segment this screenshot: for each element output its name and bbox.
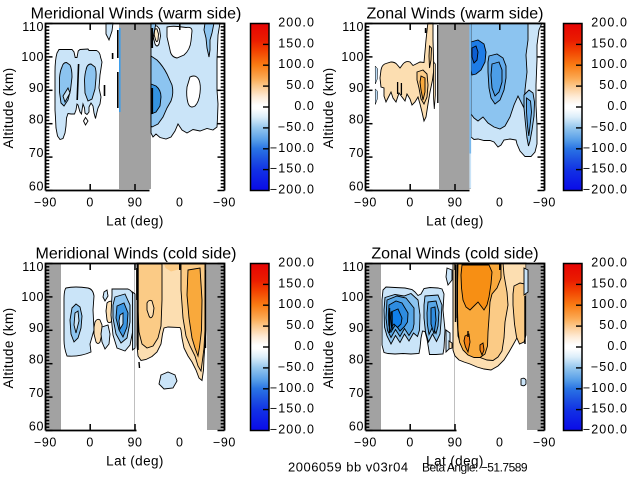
svg-text:0: 0: [406, 436, 414, 450]
svg-text:−90: −90: [34, 196, 57, 210]
svg-text:0: 0: [496, 436, 504, 450]
svg-text:−200.0: −200.0: [270, 183, 315, 197]
svg-text:−50.0: −50.0: [591, 360, 628, 374]
svg-text:Lat (deg): Lat (deg): [426, 454, 484, 469]
svg-text:150.0: 150.0: [278, 36, 315, 50]
svg-text:Meridional Winds (cold side): Meridional Winds (cold side): [36, 246, 237, 263]
svg-text:100.0: 100.0: [278, 57, 315, 71]
svg-text:80: 80: [29, 112, 44, 126]
svg-text:70: 70: [349, 386, 364, 400]
svg-text:0.0: 0.0: [607, 339, 628, 353]
svg-text:−90: −90: [213, 196, 236, 210]
svg-text:−90: −90: [213, 436, 236, 450]
svg-text:90: 90: [29, 81, 44, 95]
svg-text:Zonal Winds (cold side): Zonal Winds (cold side): [371, 246, 538, 263]
svg-text:Lat (deg): Lat (deg): [106, 214, 164, 229]
svg-text:0.0: 0.0: [294, 99, 315, 113]
svg-text:−50.0: −50.0: [591, 120, 628, 134]
svg-text:150.0: 150.0: [278, 276, 315, 290]
svg-text:60: 60: [349, 180, 364, 194]
svg-text:200.0: 200.0: [591, 16, 628, 30]
svg-text:200.0: 200.0: [591, 256, 628, 270]
svg-text:90: 90: [447, 196, 462, 210]
svg-text:2006059 bb v03r04: 2006059 bb v03r04: [288, 460, 409, 475]
svg-text:200.0: 200.0: [278, 16, 315, 30]
svg-text:0: 0: [86, 436, 94, 450]
svg-text:100: 100: [341, 290, 364, 304]
svg-text:110: 110: [342, 260, 364, 274]
svg-text:Altitude (km): Altitude (km): [1, 68, 16, 149]
svg-text:90: 90: [127, 196, 142, 210]
svg-text:−90: −90: [354, 436, 377, 450]
svg-text:200.0: 200.0: [278, 256, 315, 270]
svg-text:60: 60: [349, 420, 364, 434]
svg-text:−150.0: −150.0: [270, 402, 315, 416]
svg-text:−150.0: −150.0: [583, 162, 628, 176]
svg-text:−150.0: −150.0: [583, 402, 628, 416]
svg-text:Meridional Winds (warm side): Meridional Winds (warm side): [31, 6, 242, 23]
svg-text:60: 60: [29, 180, 44, 194]
svg-text:150.0: 150.0: [591, 276, 628, 290]
svg-text:−90: −90: [34, 436, 57, 450]
svg-text:0.0: 0.0: [607, 99, 628, 113]
svg-text:90: 90: [29, 321, 44, 335]
svg-text:50.0: 50.0: [599, 318, 628, 332]
svg-text:80: 80: [29, 352, 44, 366]
svg-text:100.0: 100.0: [591, 297, 628, 311]
svg-text:−90: −90: [354, 196, 377, 210]
svg-text:100: 100: [341, 50, 364, 64]
svg-text:Beta Angle: −51.7589: Beta Angle: −51.7589: [422, 461, 528, 475]
svg-text:−100.0: −100.0: [270, 141, 315, 155]
svg-text:110: 110: [22, 20, 44, 34]
svg-text:−200.0: −200.0: [270, 423, 315, 437]
svg-text:−90: −90: [533, 436, 556, 450]
svg-text:90: 90: [127, 436, 142, 450]
svg-text:90: 90: [447, 436, 462, 450]
svg-text:50.0: 50.0: [599, 78, 628, 92]
svg-text:150.0: 150.0: [591, 36, 628, 50]
svg-text:0.0: 0.0: [294, 339, 315, 353]
svg-text:100.0: 100.0: [278, 297, 315, 311]
svg-text:90: 90: [349, 81, 364, 95]
svg-text:100: 100: [21, 290, 44, 304]
svg-text:−100.0: −100.0: [583, 381, 628, 395]
svg-text:0: 0: [406, 196, 414, 210]
svg-text:−200.0: −200.0: [583, 423, 628, 437]
svg-text:Lat (deg): Lat (deg): [106, 454, 164, 469]
svg-text:80: 80: [349, 112, 364, 126]
svg-text:−100.0: −100.0: [583, 141, 628, 155]
svg-text:Altitude (km): Altitude (km): [321, 68, 336, 149]
svg-text:0: 0: [176, 436, 184, 450]
svg-text:−50.0: −50.0: [278, 120, 315, 134]
svg-text:70: 70: [29, 146, 44, 160]
svg-text:50.0: 50.0: [286, 318, 315, 332]
svg-text:−100.0: −100.0: [270, 381, 315, 395]
svg-text:80: 80: [349, 352, 364, 366]
svg-text:110: 110: [342, 20, 364, 34]
svg-text:−90: −90: [533, 196, 556, 210]
svg-text:Lat (deg): Lat (deg): [426, 214, 484, 229]
svg-text:Altitude (km): Altitude (km): [321, 308, 336, 389]
svg-text:90: 90: [349, 321, 364, 335]
svg-text:0: 0: [496, 196, 504, 210]
svg-text:Altitude (km): Altitude (km): [1, 308, 16, 389]
svg-text:100.0: 100.0: [591, 57, 628, 71]
svg-text:−200.0: −200.0: [583, 183, 628, 197]
svg-text:110: 110: [22, 260, 44, 274]
svg-text:100: 100: [21, 50, 44, 64]
svg-text:50.0: 50.0: [286, 78, 315, 92]
svg-text:0: 0: [176, 196, 184, 210]
svg-text:Zonal Winds (warm side): Zonal Winds (warm side): [367, 6, 544, 23]
svg-text:70: 70: [29, 386, 44, 400]
svg-text:70: 70: [349, 146, 364, 160]
svg-text:−50.0: −50.0: [278, 360, 315, 374]
svg-text:60: 60: [29, 420, 44, 434]
svg-text:0: 0: [86, 196, 94, 210]
svg-text:−150.0: −150.0: [270, 162, 315, 176]
